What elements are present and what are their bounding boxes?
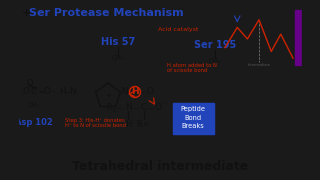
Text: R: R xyxy=(107,103,112,112)
Text: C: C xyxy=(31,87,37,96)
Bar xyxy=(295,10,303,65)
Text: —: — xyxy=(28,85,33,91)
Text: Ser 195: Ser 195 xyxy=(194,40,236,50)
Text: H: H xyxy=(131,87,139,96)
Text: C: C xyxy=(113,107,116,112)
Text: CH₂: CH₂ xyxy=(209,58,221,64)
Text: O: O xyxy=(27,80,33,89)
Text: CH₂: CH₂ xyxy=(112,55,124,61)
Text: H atom added to N: H atom added to N xyxy=(167,63,217,68)
Text: N: N xyxy=(122,87,128,96)
Text: CH₂: CH₂ xyxy=(28,102,40,108)
Text: O: O xyxy=(155,103,162,112)
Text: Ser Protease Mechanism: Ser Protease Mechanism xyxy=(29,8,184,18)
Text: Intermediate: Intermediate xyxy=(247,63,270,67)
Text: O: O xyxy=(22,87,29,96)
Text: H: H xyxy=(59,87,65,96)
Text: His 57: His 57 xyxy=(101,37,135,47)
Text: of scissile bond: of scissile bond xyxy=(167,68,207,73)
Text: +: + xyxy=(22,8,31,18)
Text: Tetrahedral intermediate: Tetrahedral intermediate xyxy=(72,160,248,173)
Text: H⁺ to N of scissile bond: H⁺ to N of scissile bond xyxy=(65,123,126,128)
Text: Asp 102: Asp 102 xyxy=(15,118,53,127)
Text: C: C xyxy=(141,103,147,112)
Text: —: — xyxy=(116,105,124,111)
Text: +: + xyxy=(105,93,111,99)
Text: ⁻: ⁻ xyxy=(35,86,39,92)
Text: Acid catalyst: Acid catalyst xyxy=(158,27,198,32)
Text: N: N xyxy=(70,87,76,96)
Bar xyxy=(302,0,320,180)
Text: =: = xyxy=(38,89,44,95)
Text: ···: ··· xyxy=(51,89,57,95)
Text: —: — xyxy=(148,105,155,111)
Text: H: H xyxy=(125,120,131,129)
Text: N: N xyxy=(144,122,148,127)
Text: R: R xyxy=(137,120,142,129)
Text: —: — xyxy=(63,89,70,95)
Text: Step 3: His-H⁺ donates: Step 3: His-H⁺ donates xyxy=(65,118,125,123)
Text: O: O xyxy=(44,87,51,96)
Text: —: — xyxy=(140,89,147,95)
Text: N: N xyxy=(124,103,132,112)
Text: Peptide
Bond
Breaks: Peptide Bond Breaks xyxy=(180,107,205,129)
Text: —: — xyxy=(132,105,140,111)
FancyBboxPatch shape xyxy=(172,102,213,134)
Text: O: O xyxy=(147,87,154,96)
Bar xyxy=(0,0,18,180)
Text: ⁻: ⁻ xyxy=(161,102,165,108)
